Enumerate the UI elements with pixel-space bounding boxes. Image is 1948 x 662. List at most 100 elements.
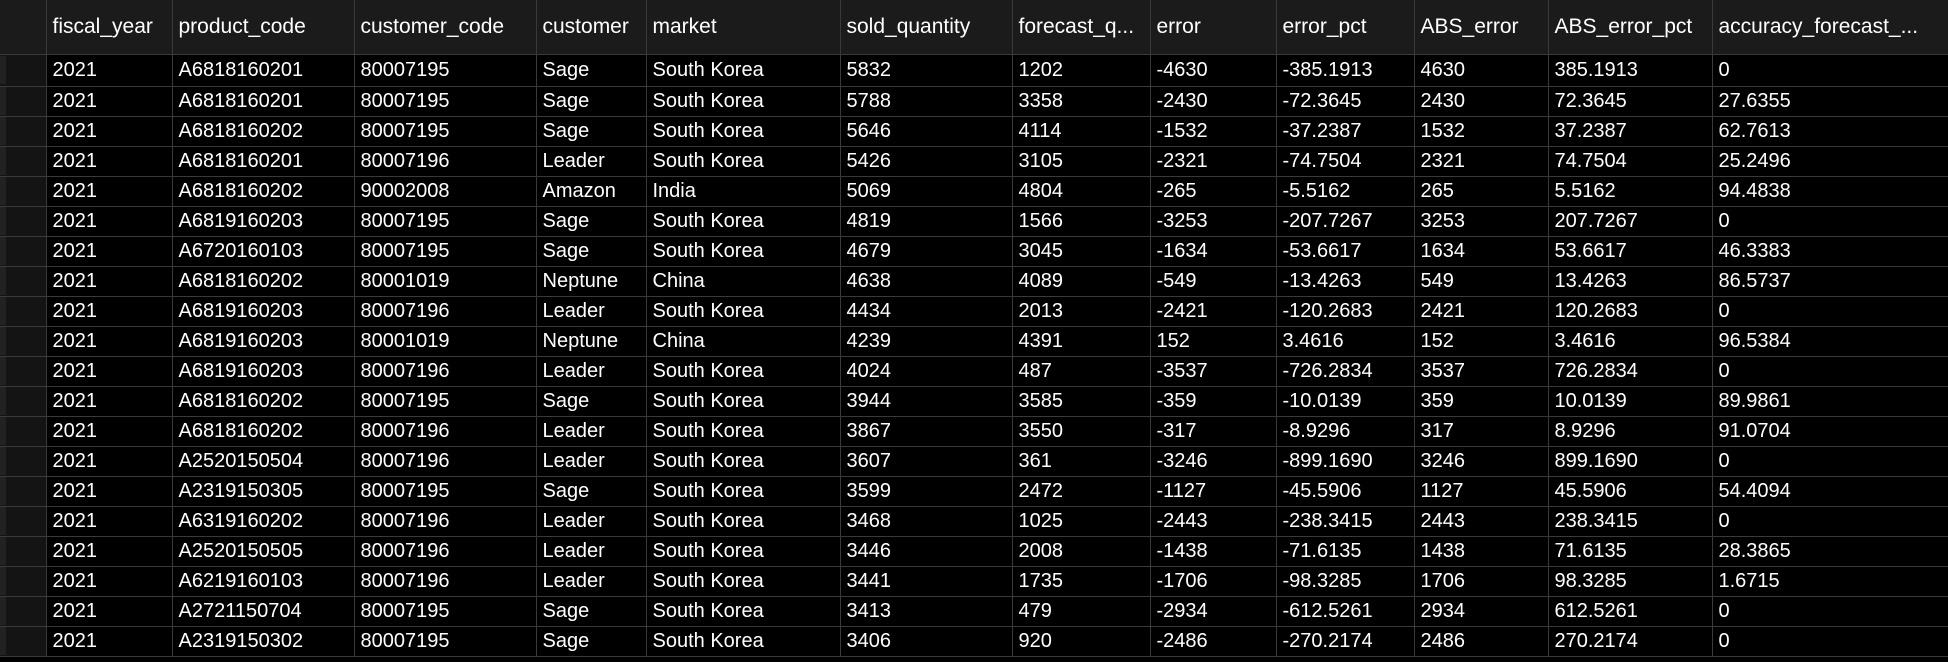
table-row[interactable]: 2021 A6818160202 90002008 Amazon India 5069 48… bbox=[0, 176, 1948, 207]
column-header[interactable]: forecast_q... bbox=[1012, 0, 1151, 55]
table-cell[interactable]: -359 bbox=[1150, 386, 1277, 417]
table-cell[interactable]: -2421 bbox=[1150, 296, 1277, 327]
table-cell[interactable]: South Korea bbox=[646, 476, 841, 507]
table-cell[interactable]: -13.4263 bbox=[1276, 266, 1415, 297]
table-cell[interactable]: 4114 bbox=[1012, 116, 1151, 147]
row-selector-handle[interactable] bbox=[0, 357, 6, 385]
table-cell[interactable]: 487 bbox=[1012, 356, 1151, 387]
table-cell[interactable]: 2430 bbox=[1414, 86, 1549, 117]
table-cell[interactable]: 265 bbox=[1414, 176, 1549, 207]
table-cell[interactable]: 2021 bbox=[46, 296, 173, 327]
table-cell[interactable]: 2021 bbox=[46, 176, 173, 207]
table-cell[interactable]: A6818160201 bbox=[172, 86, 355, 117]
table-cell[interactable]: 2021 bbox=[46, 356, 173, 387]
row-gutter[interactable] bbox=[0, 386, 47, 417]
table-cell[interactable]: 0 bbox=[1712, 446, 1948, 477]
row-selector-handle[interactable] bbox=[0, 447, 6, 475]
table-cell[interactable]: 1127 bbox=[1414, 476, 1549, 507]
table-cell[interactable]: 62.7613 bbox=[1712, 116, 1948, 147]
table-cell[interactable]: 0 bbox=[1712, 626, 1948, 657]
column-header[interactable]: fiscal_year bbox=[46, 0, 173, 55]
table-cell[interactable]: 4819 bbox=[840, 206, 1013, 237]
table-cell[interactable]: 3.4616 bbox=[1548, 326, 1713, 357]
table-cell[interactable]: 90002008 bbox=[354, 176, 537, 207]
table-cell[interactable]: 80007196 bbox=[354, 416, 537, 447]
table-cell[interactable]: 2021 bbox=[46, 54, 173, 87]
table-cell[interactable]: 37.2387 bbox=[1548, 116, 1713, 147]
table-cell[interactable]: 1735 bbox=[1012, 566, 1151, 597]
table-cell[interactable]: A6720160103 bbox=[172, 236, 355, 267]
table-cell[interactable]: 3599 bbox=[840, 476, 1013, 507]
table-cell[interactable]: -3246 bbox=[1150, 446, 1277, 477]
column-header[interactable]: ABS_error bbox=[1414, 0, 1549, 55]
column-header[interactable]: customer bbox=[536, 0, 647, 55]
table-cell[interactable]: -72.3645 bbox=[1276, 86, 1415, 117]
table-cell[interactable]: 80007195 bbox=[354, 86, 537, 117]
table-cell[interactable]: 2472 bbox=[1012, 476, 1151, 507]
table-row[interactable]: 2021 A2520150505 80007196 Leader South Korea… bbox=[0, 536, 1948, 567]
table-cell[interactable]: -10.0139 bbox=[1276, 386, 1415, 417]
table-cell[interactable]: -726.2834 bbox=[1276, 356, 1415, 387]
table-cell[interactable]: 0 bbox=[1712, 206, 1948, 237]
table-cell[interactable]: A6818160201 bbox=[172, 54, 355, 87]
row-gutter[interactable] bbox=[0, 86, 47, 117]
table-cell[interactable]: A2319150302 bbox=[172, 626, 355, 657]
table-cell[interactable]: 3537 bbox=[1414, 356, 1549, 387]
table-cell[interactable]: 71.6135 bbox=[1548, 536, 1713, 567]
table-row[interactable]: 2021 A6219160103 80007196 Leader South Korea… bbox=[0, 566, 1948, 597]
row-selector-handle[interactable] bbox=[0, 507, 6, 535]
table-cell[interactable]: South Korea bbox=[646, 86, 841, 117]
table-cell[interactable]: South Korea bbox=[646, 236, 841, 267]
table-cell[interactable]: -612.5261 bbox=[1276, 596, 1415, 627]
table-cell[interactable]: 80001019 bbox=[354, 266, 537, 297]
table-cell[interactable]: Leader bbox=[536, 356, 647, 387]
table-cell[interactable]: -549 bbox=[1150, 266, 1277, 297]
table-cell[interactable]: 1438 bbox=[1414, 536, 1549, 567]
table-cell[interactable]: -207.7267 bbox=[1276, 206, 1415, 237]
table-cell[interactable]: 0 bbox=[1712, 506, 1948, 537]
table-cell[interactable]: A6818160202 bbox=[172, 116, 355, 147]
table-cell[interactable]: -2486 bbox=[1150, 626, 1277, 657]
table-cell[interactable]: 1566 bbox=[1012, 206, 1151, 237]
table-row[interactable]: 2021 A6818160202 80001019 Neptune China 4638 4… bbox=[0, 266, 1948, 297]
table-cell[interactable]: South Korea bbox=[646, 566, 841, 597]
table-cell[interactable]: 72.3645 bbox=[1548, 86, 1713, 117]
table-cell[interactable]: 80007195 bbox=[354, 206, 537, 237]
table-cell[interactable]: 2021 bbox=[46, 326, 173, 357]
table-cell[interactable]: 53.6617 bbox=[1548, 236, 1713, 267]
table-cell[interactable]: -98.3285 bbox=[1276, 566, 1415, 597]
table-cell[interactable]: 4630 bbox=[1414, 54, 1549, 87]
table-cell[interactable]: 361 bbox=[1012, 446, 1151, 477]
table-cell[interactable]: -317 bbox=[1150, 416, 1277, 447]
table-cell[interactable]: 80007196 bbox=[354, 446, 537, 477]
row-gutter[interactable] bbox=[0, 146, 47, 177]
table-cell[interactable]: 2021 bbox=[46, 506, 173, 537]
table-cell[interactable]: 3.4616 bbox=[1276, 326, 1415, 357]
table-cell[interactable]: 2021 bbox=[46, 416, 173, 447]
row-selector-handle[interactable] bbox=[0, 297, 6, 325]
table-cell[interactable]: South Korea bbox=[646, 536, 841, 567]
table-cell[interactable]: South Korea bbox=[646, 146, 841, 177]
table-row[interactable]: 2021 A2319150305 80007195 Sage South Korea 35… bbox=[0, 476, 1948, 507]
row-selector-handle[interactable] bbox=[0, 417, 6, 445]
table-cell[interactable]: 80007195 bbox=[354, 236, 537, 267]
row-gutter[interactable] bbox=[0, 356, 47, 387]
table-cell[interactable]: 0 bbox=[1712, 54, 1948, 87]
row-gutter[interactable] bbox=[0, 416, 47, 447]
table-cell[interactable]: Sage bbox=[536, 116, 647, 147]
table-cell[interactable]: Sage bbox=[536, 236, 647, 267]
table-cell[interactable]: 54.4094 bbox=[1712, 476, 1948, 507]
table-cell[interactable]: -4630 bbox=[1150, 54, 1277, 87]
row-gutter[interactable] bbox=[0, 116, 47, 147]
table-cell[interactable]: A6819160203 bbox=[172, 206, 355, 237]
row-gutter[interactable] bbox=[0, 446, 47, 477]
table-cell[interactable]: 899.1690 bbox=[1548, 446, 1713, 477]
table-cell[interactable]: 3413 bbox=[840, 596, 1013, 627]
table-cell[interactable]: -45.5906 bbox=[1276, 476, 1415, 507]
table-cell[interactable]: 2021 bbox=[46, 146, 173, 177]
table-row[interactable]: 2021 A2520150504 80007196 Leader South Korea… bbox=[0, 446, 1948, 477]
table-cell[interactable]: -1706 bbox=[1150, 566, 1277, 597]
table-cell[interactable]: China bbox=[646, 326, 841, 357]
table-cell[interactable]: 13.4263 bbox=[1548, 266, 1713, 297]
table-row[interactable]: 2021 A6720160103 80007195 Sage South Korea 46… bbox=[0, 236, 1948, 267]
